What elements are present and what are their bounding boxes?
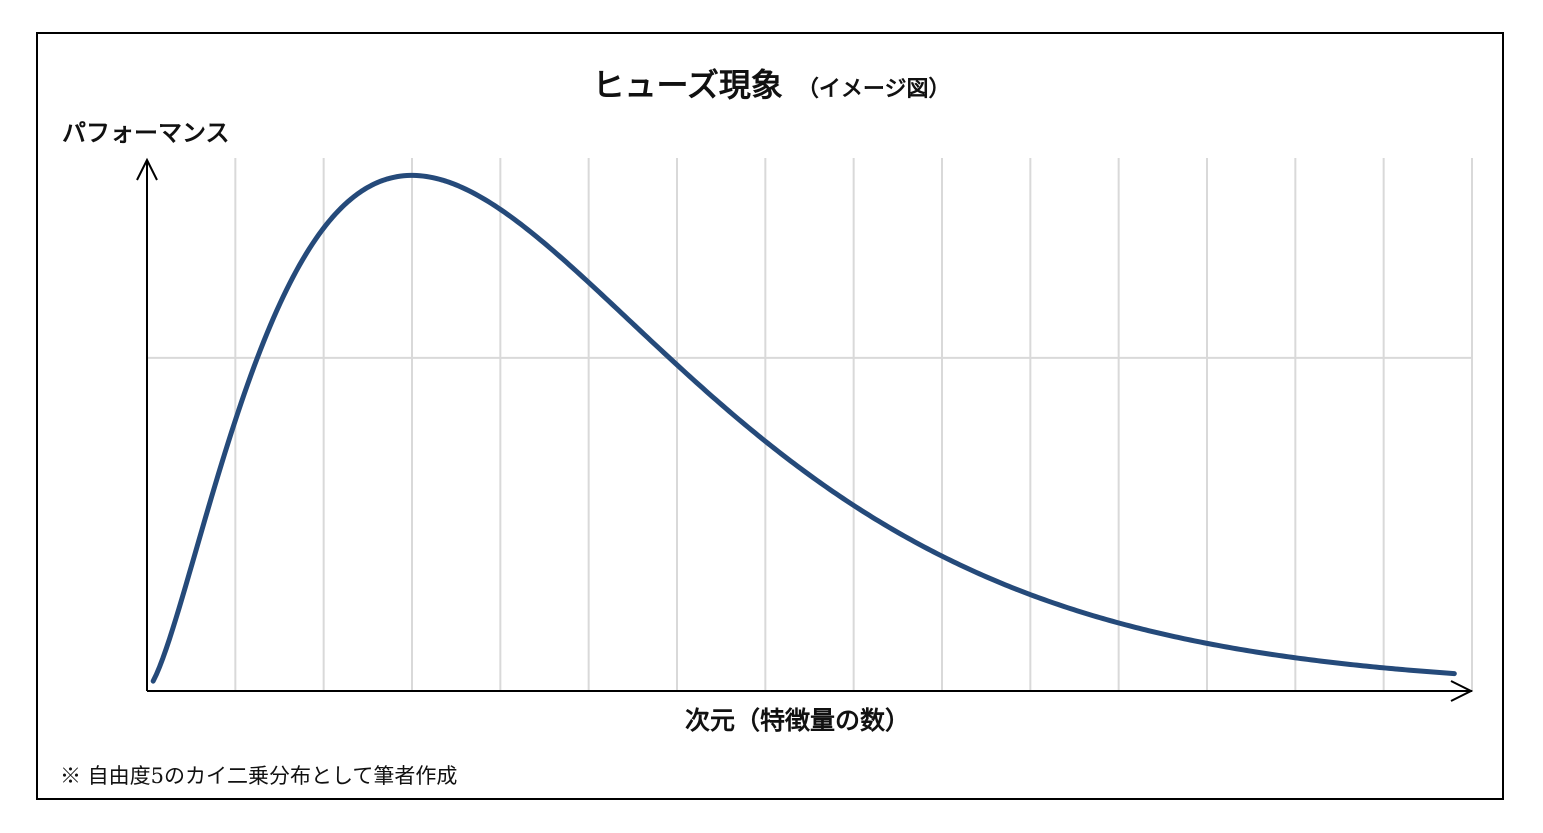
vertical-gridlines xyxy=(234,158,1473,691)
footnote: ※ 自由度5のカイ二乗分布として筆者作成 xyxy=(60,764,458,788)
performance-curve xyxy=(150,172,1457,684)
chart-frame xyxy=(36,32,1504,800)
chart-subtitle: （イメージ図） xyxy=(796,77,951,102)
chart-title-main: ヒューズ現象 xyxy=(592,66,783,104)
y-axis-arrowhead xyxy=(136,157,158,181)
y-axis-label: パフォーマンス xyxy=(62,119,230,147)
x-axis-arrowhead xyxy=(1450,680,1474,702)
x-axis-label: 次元（特徴量の数） xyxy=(685,706,911,735)
chart-title: ヒューズ現象 （イメージ図） xyxy=(0,60,1543,106)
